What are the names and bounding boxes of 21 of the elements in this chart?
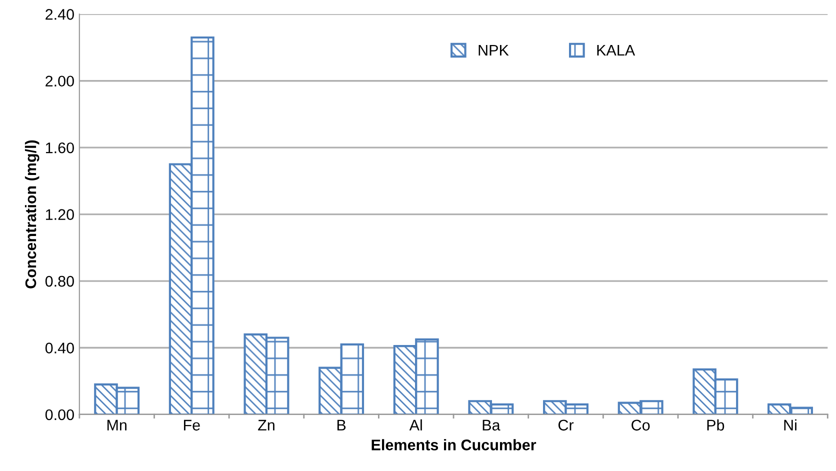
y-tick-label: 1.60	[46, 142, 74, 154]
x-tick-label: Cr	[558, 420, 574, 431]
y-axis-title: Concentration (mg/l)	[24, 140, 40, 288]
x-tick-label: Pb	[707, 419, 724, 431]
x-tick-label: Al	[409, 419, 422, 430]
x-tick-label: Mn	[107, 420, 126, 430]
y-tick-label: 1.20	[46, 209, 74, 220]
x-axis-title: Elements in Cucumber	[372, 439, 536, 450]
y-tick-label: 0.40	[45, 342, 74, 354]
x-tick-label: Fe	[184, 420, 200, 431]
legend-label: KALA	[597, 44, 636, 56]
y-tick-label: 2.40	[46, 9, 74, 20]
y-tick-label: 0.00	[45, 409, 74, 420]
x-tick-label: Zn	[258, 420, 274, 430]
x-tick-label: B	[337, 420, 346, 430]
x-tick-label: Ni	[784, 419, 796, 430]
x-tick-label: Ba	[482, 420, 500, 431]
y-tick-label: 2.00	[46, 76, 74, 87]
x-tick-label: Co	[632, 420, 650, 431]
y-tick-label: 0.80	[45, 276, 74, 287]
legend-label: NPK	[478, 44, 509, 56]
